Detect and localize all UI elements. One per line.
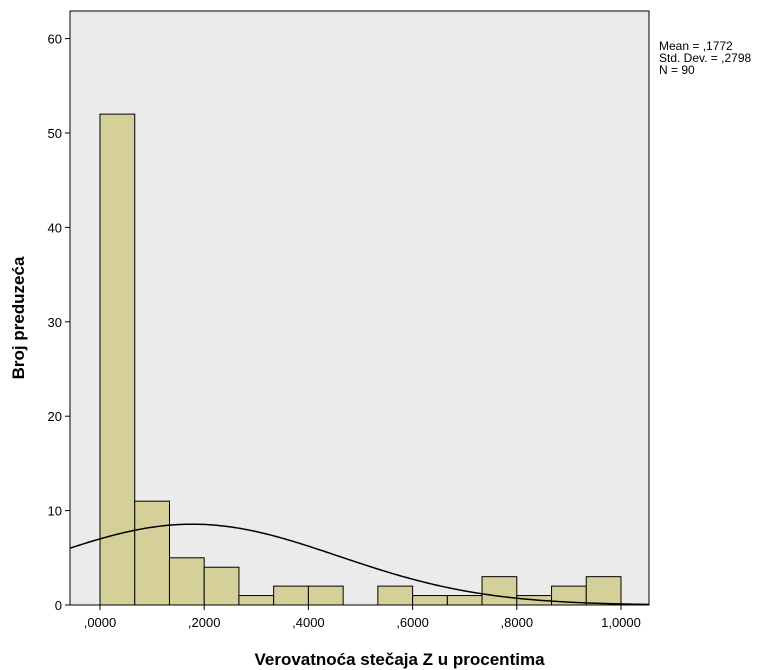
x-tick-label: ,6000 — [396, 615, 429, 630]
stats-std-dev: Std. Dev. = ,2798 — [659, 51, 752, 65]
histogram-bar — [134, 500, 171, 606]
histogram-bar — [446, 595, 483, 606]
stats-box: Mean = ,1772 Std. Dev. = ,2798 N = 90 — [659, 40, 751, 76]
histogram-bar — [377, 585, 414, 606]
y-axis-label: Broj preduzeća — [9, 256, 28, 380]
x-tick-label: ,0000 — [84, 615, 117, 630]
y-axis: 0 10 20 30 40 50 60 — [48, 32, 70, 613]
y-tick-label: 60 — [48, 32, 62, 47]
stats-mean: Mean = ,1772 — [659, 39, 733, 53]
y-tick-label: 30 — [48, 315, 62, 330]
histogram-bar — [585, 576, 622, 606]
normal-curve — [69, 523, 650, 606]
x-tick-label: ,8000 — [501, 615, 534, 630]
y-tick-label: 20 — [48, 409, 62, 424]
histogram-bar — [203, 566, 240, 606]
bars-group — [99, 113, 622, 606]
y-tick-label: 50 — [48, 126, 62, 141]
histogram-bar — [168, 557, 205, 606]
x-axis-label: Verovatnoća stečaja Z u procentima — [254, 650, 545, 669]
histogram-bar — [238, 595, 275, 606]
stats-n: N = 90 — [659, 63, 695, 77]
x-tick-label: ,4000 — [292, 615, 325, 630]
y-tick-label: 0 — [55, 598, 62, 613]
histogram-bar — [99, 113, 136, 606]
y-tick-label: 10 — [48, 504, 62, 519]
histogram-bar — [273, 585, 309, 606]
y-tick-label: 40 — [48, 220, 62, 235]
histogram-bar — [481, 576, 518, 606]
x-axis: ,0000 ,2000 ,4000 ,6000 ,8000 1,0000 — [84, 605, 641, 630]
histogram-bar — [412, 595, 448, 606]
histogram-bar — [307, 585, 344, 606]
x-tick-label: 1,0000 — [601, 615, 641, 630]
x-tick-label: ,2000 — [188, 615, 221, 630]
